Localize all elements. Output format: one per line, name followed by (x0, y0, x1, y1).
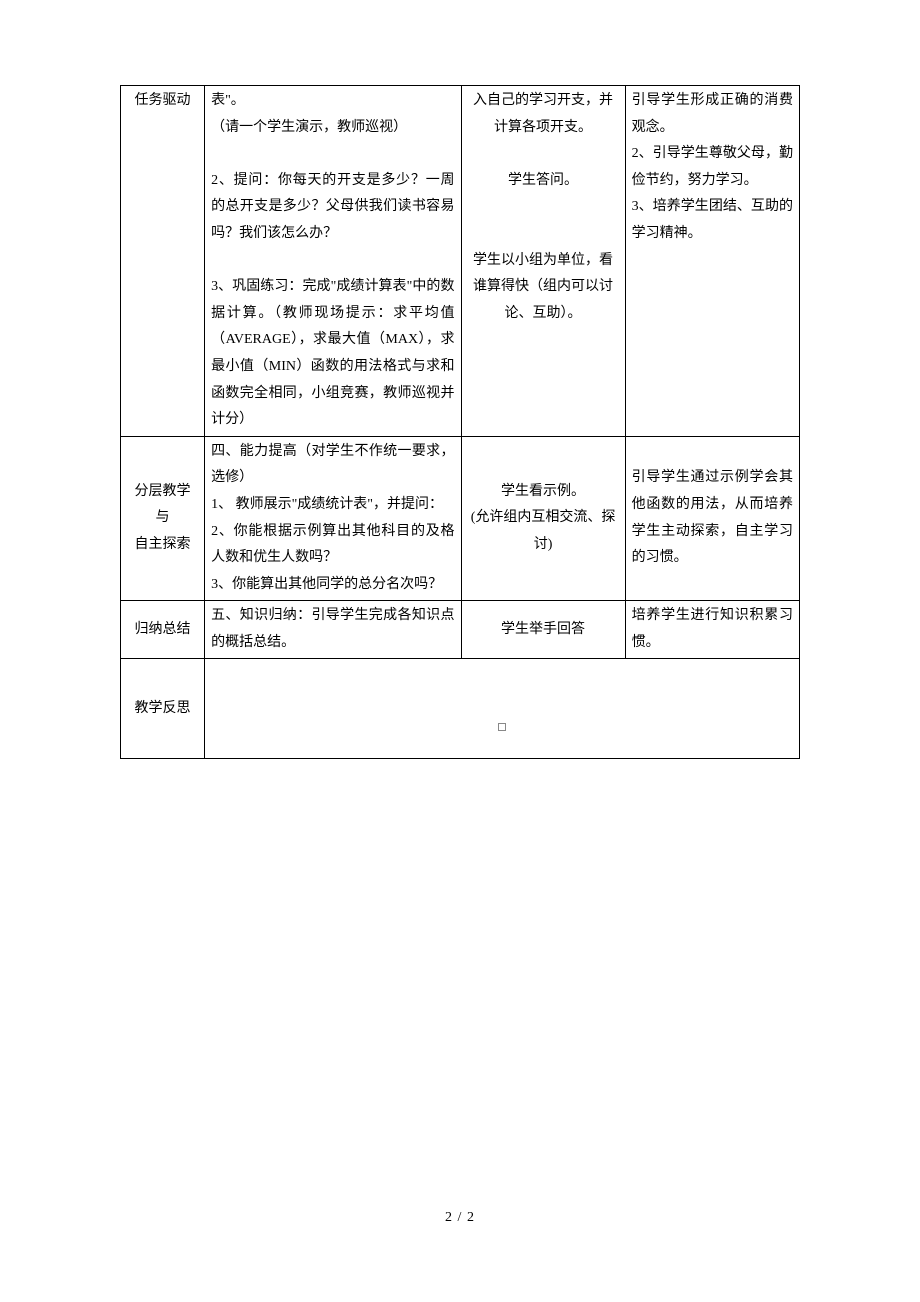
blank-line (211, 141, 454, 168)
text-line: 3、巩固练习：完成"成绩计算表"中的数据计算。（教师现场提示：求平均值（AVER… (211, 274, 454, 434)
stage-label-line: 与 (156, 505, 170, 532)
stage-label: 任务驱动 (135, 93, 191, 108)
blank-line (211, 248, 454, 275)
cell-stage-label: 归纳总结 (121, 601, 205, 659)
text-line: （请一个学生演示，教师巡视） (211, 115, 454, 142)
cell-teacher-activity: 表"。 （请一个学生演示，教师巡视） 2、提问：你每天的开支是多少？一周的总开支… (205, 86, 461, 437)
stage-label: 教学反思 (135, 701, 191, 716)
text-line: 3、培养学生团结、互助的学习精神。 (632, 194, 793, 247)
cell-student-activity: 入自己的学习开支，并计算各项开支。 学生答问。 学生以小组为单位，看谁算得快（组… (461, 86, 625, 437)
text-line: 2、你能根据示例算出其他科目的及格人数和优生人数吗？ (211, 519, 454, 572)
blank-line (468, 141, 619, 168)
text-line: 引导学生形成正确的消费观念。 (632, 88, 793, 141)
cell-stage-label: 任务驱动 (121, 86, 205, 437)
page-number-total: 2 (467, 1210, 475, 1225)
text-line: 3、你能算出其他同学的总分名次吗？ (211, 572, 454, 599)
stage-label: 归纳总结 (135, 622, 191, 637)
text-line: 学生答问。 (468, 168, 619, 195)
cell-reflection-blank (205, 659, 800, 759)
text-line: 1、 教师展示"成绩统计表"，并提问： (211, 492, 454, 519)
row-task-driven: 任务驱动 表"。 （请一个学生演示，教师巡视） 2、提问：你每天的开支是多少？一… (121, 86, 800, 437)
cell-design-intent: 培养学生进行知识积累习惯。 (625, 601, 799, 659)
cell-teacher-activity: 五、知识归纳：引导学生完成各知识点的概括总结。 (205, 601, 461, 659)
text-line: 五、知识归纳：引导学生完成各知识点的概括总结。 (211, 603, 454, 656)
text-line: 2、提问：你每天的开支是多少？一周的总开支是多少？父母供我们读书容易吗？我们该怎… (211, 168, 454, 248)
text-line: 培养学生进行知识积累习惯。 (632, 603, 793, 656)
text-line: 表"。 (211, 88, 454, 115)
row-reflection: 教学反思 (121, 659, 800, 759)
text-line: 2、引导学生尊敬父母，勤俭节约，努力学习。 (632, 141, 793, 194)
lesson-plan-table: 任务驱动 表"。 （请一个学生演示，教师巡视） 2、提问：你每天的开支是多少？一… (120, 85, 800, 759)
stage-label-line: 分层教学 (135, 479, 191, 506)
page-number-current: 2 (445, 1210, 453, 1225)
page-footer: 2 / 2 (0, 1205, 920, 1232)
row-summary: 归纳总结 五、知识归纳：引导学生完成各知识点的概括总结。 学生举手回答 培养学生… (121, 601, 800, 659)
cell-student-activity: 学生举手回答 (461, 601, 625, 659)
text-line: 学生看示例。 (468, 479, 619, 506)
cell-stage-label: 教学反思 (121, 659, 205, 759)
text-line: 入自己的学习开支，并计算各项开支。 (468, 88, 619, 141)
page-number-sep: / (453, 1210, 467, 1225)
text-line: 学生举手回答 (468, 617, 619, 644)
row-layered-teaching: 分层教学 与 自主探索 四、能力提高（对学生不作统一要求，选修） 1、 教师展示… (121, 436, 800, 601)
text-line: 四、能力提高（对学生不作统一要求，选修） (211, 439, 454, 492)
cell-design-intent: 引导学生形成正确的消费观念。 2、引导学生尊敬父母，勤俭节约，努力学习。 3、培… (625, 86, 799, 437)
page-content: 任务驱动 表"。 （请一个学生演示，教师巡视） 2、提问：你每天的开支是多少？一… (0, 0, 920, 759)
cell-design-intent: 引导学生通过示例学会其他函数的用法，从而培养学生主动探索，自主学习的习惯。 (625, 436, 799, 601)
cell-teacher-activity: 四、能力提高（对学生不作统一要求，选修） 1、 教师展示"成绩统计表"，并提问：… (205, 436, 461, 601)
blank-line (468, 221, 619, 248)
text-line: 引导学生通过示例学会其他函数的用法，从而培养学生主动探索，自主学习的习惯。 (632, 465, 793, 571)
cell-student-activity: 学生看示例。 (允许组内互相交流、探讨) (461, 436, 625, 601)
cell-stage-label: 分层教学 与 自主探索 (121, 436, 205, 601)
stage-label-line: 自主探索 (135, 532, 191, 559)
blank-line (468, 194, 619, 221)
text-line: 学生以小组为单位，看谁算得快（组内可以讨论、互助）。 (468, 248, 619, 328)
checkbox-icon (498, 723, 506, 731)
text-line: (允许组内互相交流、探讨) (468, 505, 619, 558)
